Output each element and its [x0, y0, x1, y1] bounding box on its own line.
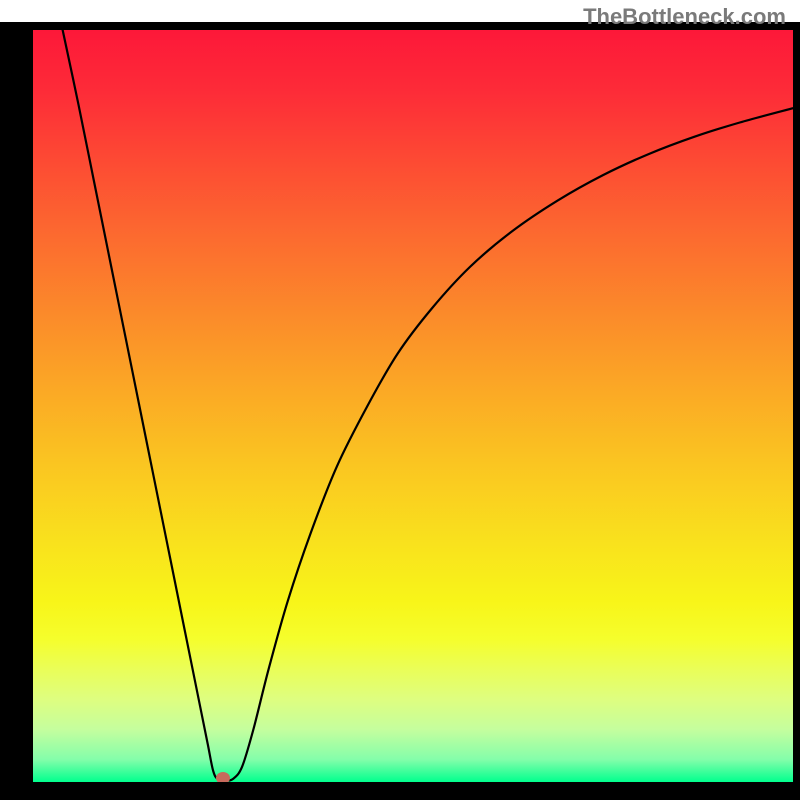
watermark-text: TheBottleneck.com	[583, 4, 786, 30]
curve-layer	[33, 30, 793, 782]
bottleneck-chart: TheBottleneck.com	[0, 0, 800, 800]
plot-area	[33, 30, 793, 782]
bottleneck-curve	[63, 30, 793, 781]
plot-border-left	[0, 22, 33, 800]
plot-border-right	[793, 22, 800, 800]
plot-border-bottom	[0, 782, 800, 800]
